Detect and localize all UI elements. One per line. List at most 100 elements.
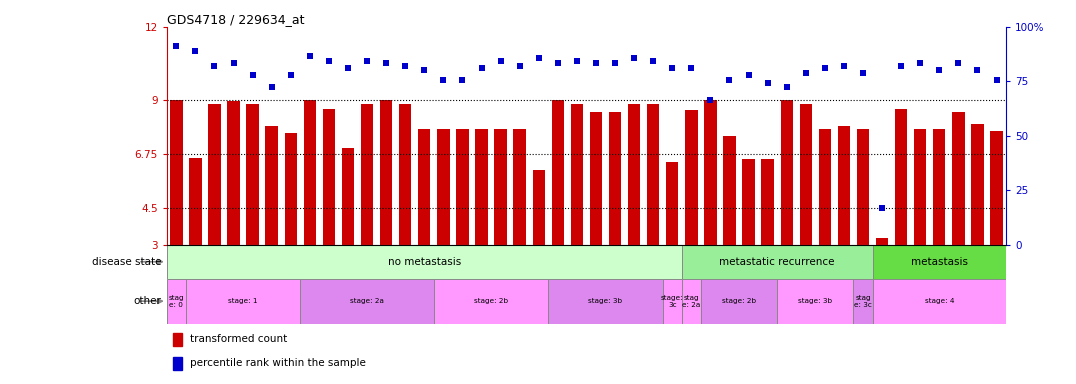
- Bar: [682, 245, 873, 279]
- Bar: [972, 124, 983, 245]
- Point: [549, 60, 566, 66]
- Bar: [666, 162, 679, 245]
- Text: other: other: [133, 296, 161, 306]
- Bar: [873, 279, 1006, 324]
- Bar: [419, 129, 430, 245]
- Bar: [685, 111, 697, 245]
- Text: transformed count: transformed count: [189, 334, 287, 344]
- Point: [988, 77, 1005, 83]
- Bar: [570, 104, 583, 245]
- Bar: [647, 104, 660, 245]
- Point: [244, 72, 261, 78]
- Point: [415, 68, 433, 74]
- Point: [187, 48, 204, 54]
- Bar: [952, 112, 964, 245]
- Point: [664, 65, 681, 71]
- Bar: [799, 104, 812, 245]
- Bar: [189, 158, 201, 245]
- Text: stage: 2b: stage: 2b: [475, 298, 508, 304]
- Bar: [590, 112, 603, 245]
- Point: [282, 72, 299, 78]
- Point: [740, 72, 758, 78]
- Point: [321, 58, 338, 64]
- Point: [568, 58, 585, 64]
- Bar: [456, 129, 469, 245]
- Bar: [494, 129, 507, 245]
- Bar: [170, 99, 183, 245]
- Point: [492, 58, 509, 64]
- Point: [931, 68, 948, 74]
- Bar: [873, 245, 1006, 279]
- Point: [511, 63, 528, 69]
- Point: [168, 43, 185, 49]
- Point: [530, 55, 548, 61]
- Point: [206, 63, 223, 69]
- Text: percentile rank within the sample: percentile rank within the sample: [189, 358, 366, 368]
- Text: stage:
3c: stage: 3c: [661, 295, 683, 308]
- Point: [683, 65, 700, 71]
- Point: [911, 60, 929, 66]
- Point: [817, 65, 834, 71]
- Point: [968, 68, 986, 74]
- Bar: [552, 99, 564, 245]
- Bar: [303, 99, 316, 245]
- Bar: [342, 148, 354, 245]
- Point: [874, 205, 891, 212]
- Text: no metastasis: no metastasis: [387, 257, 461, 267]
- Bar: [914, 129, 926, 245]
- Point: [893, 63, 910, 69]
- Text: stage: 2b: stage: 2b: [722, 298, 756, 304]
- Bar: [876, 238, 889, 245]
- Text: stage: 1: stage: 1: [228, 298, 258, 304]
- Bar: [990, 131, 1003, 245]
- Point: [625, 55, 642, 61]
- Point: [301, 53, 318, 59]
- Bar: [172, 333, 182, 346]
- Text: stage: 3b: stage: 3b: [798, 298, 833, 304]
- Bar: [434, 279, 549, 324]
- Bar: [663, 279, 682, 324]
- Bar: [549, 279, 663, 324]
- Bar: [742, 159, 754, 245]
- Bar: [186, 279, 300, 324]
- Bar: [167, 245, 682, 279]
- Point: [721, 77, 738, 83]
- Text: GDS4718 / 229634_at: GDS4718 / 229634_at: [167, 13, 305, 26]
- Bar: [723, 136, 736, 245]
- Bar: [227, 101, 240, 245]
- Bar: [777, 279, 853, 324]
- Bar: [380, 99, 393, 245]
- Bar: [856, 129, 869, 245]
- Point: [797, 70, 815, 76]
- Bar: [266, 126, 278, 245]
- Text: metastatic recurrence: metastatic recurrence: [720, 257, 835, 267]
- Bar: [246, 104, 259, 245]
- Point: [397, 63, 414, 69]
- Point: [587, 60, 605, 66]
- Point: [607, 60, 624, 66]
- Text: stag
e: 0: stag e: 0: [169, 295, 184, 308]
- Bar: [284, 133, 297, 245]
- Point: [759, 79, 776, 86]
- Bar: [628, 104, 640, 245]
- Point: [645, 58, 662, 64]
- Bar: [399, 104, 411, 245]
- Bar: [300, 279, 434, 324]
- Point: [473, 65, 491, 71]
- Text: stage: 2a: stage: 2a: [350, 298, 384, 304]
- Bar: [762, 159, 774, 245]
- Point: [454, 77, 471, 83]
- Bar: [819, 129, 831, 245]
- Text: metastasis: metastasis: [910, 257, 967, 267]
- Text: disease state: disease state: [91, 257, 161, 267]
- Point: [854, 70, 872, 76]
- Point: [358, 58, 376, 64]
- Point: [435, 77, 452, 83]
- Text: stage: 3b: stage: 3b: [589, 298, 623, 304]
- Bar: [476, 129, 487, 245]
- Bar: [895, 109, 907, 245]
- Bar: [513, 129, 526, 245]
- Bar: [323, 109, 335, 245]
- Point: [225, 60, 242, 66]
- Bar: [700, 279, 777, 324]
